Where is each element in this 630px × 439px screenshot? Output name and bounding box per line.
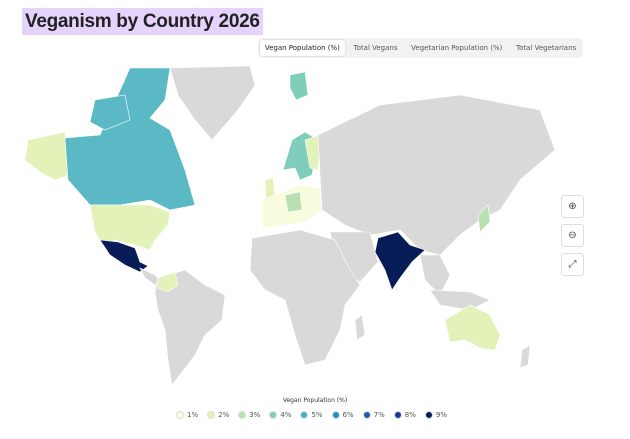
page-title: Veganism by Country 2026 (22, 8, 263, 35)
legend-label: 1% (187, 411, 199, 419)
country (64, 67, 196, 211)
legend-label: 4% (280, 411, 292, 419)
world-map (24, 65, 556, 386)
country (89, 94, 131, 131)
legend-item: 2% (207, 411, 229, 419)
country (304, 134, 321, 171)
legend-label: 2% (218, 411, 230, 419)
country (264, 177, 276, 199)
legend-label: 5% (311, 411, 323, 419)
country (317, 94, 556, 256)
legend-item: 7% (362, 411, 385, 419)
country (24, 131, 69, 181)
country (429, 289, 491, 311)
legend-swatch (393, 411, 402, 419)
country (519, 344, 531, 369)
tab[interactable]: Vegetarian Population (%) (411, 44, 503, 52)
legend-label: 6% (342, 411, 354, 419)
legend-title: Vegan Population (%) (282, 397, 348, 404)
legend-swatch (238, 411, 247, 419)
zoom-controls: ⊕ ⊖ ⤢ (561, 195, 584, 282)
legend-label: 3% (249, 411, 261, 419)
legend-swatch (362, 411, 371, 419)
legend-item: 5% (300, 411, 323, 419)
legend-swatch (207, 411, 216, 419)
country (477, 204, 491, 233)
zoom-out-button[interactable]: ⊖ (561, 224, 584, 247)
legend-item: 9% (424, 411, 447, 419)
tab-bar: Vegan Population (%) Total Vegans Vegetari… (258, 38, 583, 58)
legend-label: 7% (373, 411, 385, 419)
legend-item: 3% (238, 411, 260, 419)
country (99, 239, 149, 273)
country (374, 231, 426, 291)
legend-label: 8% (404, 411, 416, 419)
tab[interactable]: Vegan Population (%) (260, 40, 345, 56)
country (157, 271, 179, 293)
country (444, 304, 501, 351)
legend-label: 9% (435, 411, 447, 419)
zoom-in-button[interactable]: ⊕ (561, 195, 584, 218)
country (284, 191, 303, 213)
tab[interactable]: Total Vegetarians (516, 44, 577, 52)
country (249, 229, 361, 366)
legend: 1% 2% 3% 4% 5% 6% 7% 8% 9% (176, 411, 456, 419)
legend-swatch (424, 411, 433, 419)
country (289, 71, 309, 101)
legend-item: 8% (393, 411, 416, 419)
tab[interactable]: Total Vegans (353, 44, 398, 52)
fullscreen-button[interactable]: ⤢ (561, 253, 584, 276)
legend-item: 4% (269, 411, 291, 419)
legend-swatch (331, 411, 340, 419)
legend-swatch (269, 411, 278, 419)
legend-item: 6% (331, 411, 354, 419)
country (354, 314, 366, 341)
country (89, 204, 171, 251)
country (419, 254, 451, 296)
country (169, 65, 256, 141)
country (154, 269, 226, 386)
legend-item: 1% (176, 411, 198, 419)
legend-swatch (176, 411, 184, 419)
legend-swatch (300, 411, 309, 419)
